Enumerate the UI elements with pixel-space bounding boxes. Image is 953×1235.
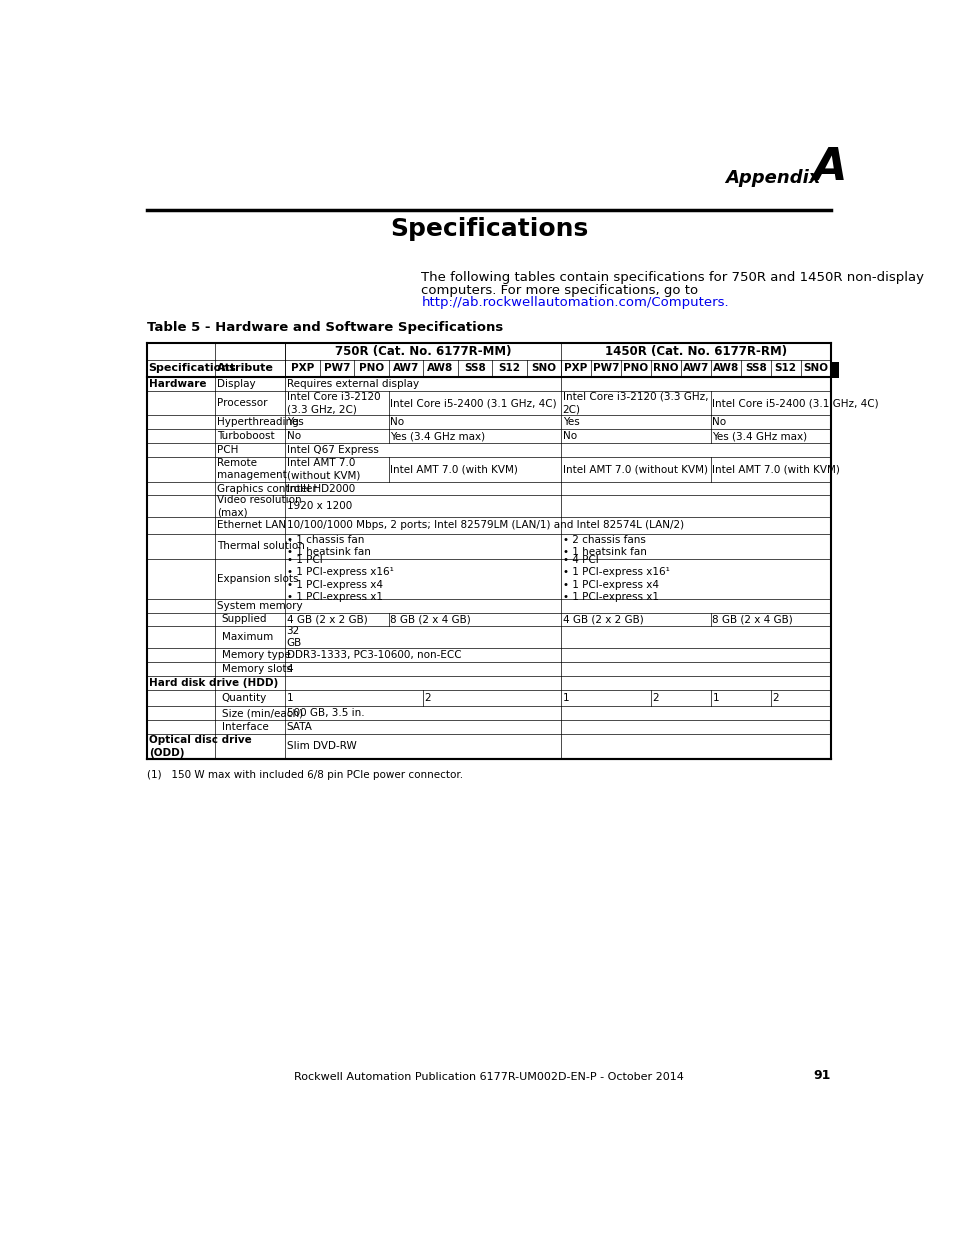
Text: Hard disk drive (HDD): Hard disk drive (HDD) (149, 678, 277, 688)
Text: • 4 PCI
• 1 PCI-express x16¹
• 1 PCI-express x4
• 1 PCI-express x1: • 4 PCI • 1 PCI-express x16¹ • 1 PCI-exp… (562, 555, 669, 603)
Text: PNO: PNO (358, 363, 383, 373)
Text: Supplied: Supplied (221, 615, 267, 625)
Text: AW7: AW7 (682, 363, 708, 373)
Text: Intel Core i5-2400 (3.1 GHz, 4C): Intel Core i5-2400 (3.1 GHz, 4C) (390, 398, 557, 408)
Text: AW7: AW7 (393, 363, 418, 373)
Text: S12: S12 (497, 363, 519, 373)
Text: Interface: Interface (221, 722, 268, 732)
Text: PXP: PXP (291, 363, 314, 373)
Text: Appendix: Appendix (724, 169, 820, 186)
Text: Attribute: Attribute (216, 363, 274, 373)
Text: Intel Q67 Express: Intel Q67 Express (286, 445, 378, 454)
Text: The following tables contain specifications for 750R and 1450R non-display: The following tables contain specificati… (421, 272, 923, 284)
Text: No: No (286, 431, 300, 441)
Text: PNO: PNO (622, 363, 648, 373)
Text: SNO: SNO (802, 363, 827, 373)
Text: PW7: PW7 (592, 363, 618, 373)
Text: 2: 2 (424, 693, 431, 703)
Text: Hardware: Hardware (149, 379, 206, 389)
Text: Yes (3.4 GHz max): Yes (3.4 GHz max) (712, 431, 806, 441)
Text: AW8: AW8 (427, 363, 453, 373)
Text: No: No (712, 417, 726, 427)
Text: 2: 2 (772, 693, 779, 703)
Text: 1: 1 (562, 693, 569, 703)
Text: Quantity: Quantity (221, 693, 267, 703)
Text: DDR3-1333, PC3-10600, non-ECC: DDR3-1333, PC3-10600, non-ECC (286, 650, 461, 659)
Text: SS8: SS8 (463, 363, 485, 373)
Text: Remote
management: Remote management (216, 458, 286, 480)
Text: Intel AMT 7.0 (with KVM): Intel AMT 7.0 (with KVM) (390, 464, 517, 474)
Text: Intel AMT 7.0 (without KVM): Intel AMT 7.0 (without KVM) (562, 464, 707, 474)
Text: AW8: AW8 (712, 363, 739, 373)
Text: SS8: SS8 (744, 363, 766, 373)
Text: Graphics controller: Graphics controller (216, 484, 316, 494)
Text: 1920 x 1200: 1920 x 1200 (286, 501, 352, 511)
Text: Thermal solution: Thermal solution (216, 541, 304, 551)
Text: Yes: Yes (562, 417, 578, 427)
Text: Specifications: Specifications (149, 363, 236, 373)
Text: 1450R (Cat. No. 6177R-RM): 1450R (Cat. No. 6177R-RM) (604, 345, 786, 358)
Text: 91: 91 (813, 1070, 830, 1082)
Text: Hyperthreading: Hyperthreading (216, 417, 298, 427)
Text: No: No (390, 417, 404, 427)
Text: PW7: PW7 (323, 363, 350, 373)
Text: S12: S12 (774, 363, 796, 373)
Text: Intel HD2000: Intel HD2000 (286, 484, 355, 494)
Text: • 1 chassis fan
• 1 heatsink fan: • 1 chassis fan • 1 heatsink fan (286, 535, 370, 557)
Text: 1: 1 (286, 693, 293, 703)
Text: A: A (812, 146, 847, 189)
Text: Memory slots: Memory slots (221, 663, 292, 674)
Text: Size (min/each): Size (min/each) (221, 709, 302, 719)
Text: 2: 2 (652, 693, 659, 703)
Text: System memory: System memory (216, 600, 302, 610)
Text: Optical disc drive
(ODD): Optical disc drive (ODD) (149, 735, 252, 758)
Text: Yes (3.4 GHz max): Yes (3.4 GHz max) (390, 431, 485, 441)
Text: Ethernet LAN: Ethernet LAN (216, 520, 286, 531)
Text: RNO: RNO (653, 363, 678, 373)
Text: Requires external display: Requires external display (286, 379, 418, 389)
Text: http://ab.rockwellautomation.com/Computers.: http://ab.rockwellautomation.com/Compute… (421, 296, 728, 309)
Text: PXP: PXP (564, 363, 587, 373)
Text: 1: 1 (712, 693, 719, 703)
Text: Intel AMT 7.0 (with KVM): Intel AMT 7.0 (with KVM) (712, 464, 840, 474)
Text: SATA: SATA (286, 722, 313, 732)
Text: Slim DVD-RW: Slim DVD-RW (286, 741, 356, 751)
Text: Yes: Yes (286, 417, 303, 427)
Text: 10/100/1000 Mbps, 2 ports; Intel 82579LM (LAN/1) and Intel 82574L (LAN/2): 10/100/1000 Mbps, 2 ports; Intel 82579LM… (286, 520, 683, 531)
Text: SNO: SNO (531, 363, 556, 373)
Text: No: No (562, 431, 576, 441)
Text: Video resolution
(max): Video resolution (max) (216, 495, 301, 517)
Text: • 2 chassis fans
• 1 heatsink fan: • 2 chassis fans • 1 heatsink fan (562, 535, 646, 557)
Text: Rockwell Automation Publication 6177R-UM002D-EN-P - October 2014: Rockwell Automation Publication 6177R-UM… (294, 1072, 683, 1082)
Text: Specifications: Specifications (390, 216, 587, 241)
Text: 4 GB (2 x 2 GB): 4 GB (2 x 2 GB) (562, 615, 642, 625)
Text: Intel Core i3-2120 (3.3 GHz,
2C): Intel Core i3-2120 (3.3 GHz, 2C) (562, 391, 707, 414)
Text: 32
GB: 32 GB (286, 626, 301, 648)
Text: Processor: Processor (216, 398, 267, 408)
Text: Intel Core i3-2120
(3.3 GHz, 2C): Intel Core i3-2120 (3.3 GHz, 2C) (286, 391, 380, 414)
Text: Intel AMT 7.0
(without KVM): Intel AMT 7.0 (without KVM) (286, 458, 359, 480)
Text: Table 5 - Hardware and Software Specifications: Table 5 - Hardware and Software Specific… (147, 321, 503, 333)
Bar (831, 362, 839, 378)
Text: 4 GB (2 x 2 GB): 4 GB (2 x 2 GB) (286, 615, 367, 625)
Text: Turboboost: Turboboost (216, 431, 274, 441)
Text: Intel Core i5-2400 (3.1 GHz, 4C): Intel Core i5-2400 (3.1 GHz, 4C) (712, 398, 878, 408)
Text: 8 GB (2 x 4 GB): 8 GB (2 x 4 GB) (390, 615, 471, 625)
Text: PCH: PCH (216, 445, 238, 454)
Text: 750R (Cat. No. 6177R-MM): 750R (Cat. No. 6177R-MM) (335, 345, 511, 358)
Text: 4: 4 (286, 663, 293, 674)
Text: (1)   150 W max with included 6/8 pin PCIe power connector.: (1) 150 W max with included 6/8 pin PCIe… (147, 769, 463, 779)
Text: Memory type: Memory type (221, 650, 290, 659)
Text: Maximum: Maximum (221, 632, 273, 642)
Text: 8 GB (2 x 4 GB): 8 GB (2 x 4 GB) (712, 615, 792, 625)
Text: Expansion slots: Expansion slots (216, 573, 298, 584)
Text: • 1 PCI
• 1 PCI-express x16¹
• 1 PCI-express x4
• 1 PCI-express x1: • 1 PCI • 1 PCI-express x16¹ • 1 PCI-exp… (286, 555, 393, 603)
Text: computers. For more specifications, go to: computers. For more specifications, go t… (421, 284, 698, 296)
Text: Display: Display (216, 379, 255, 389)
Text: 500 GB, 3.5 in.: 500 GB, 3.5 in. (286, 709, 364, 719)
